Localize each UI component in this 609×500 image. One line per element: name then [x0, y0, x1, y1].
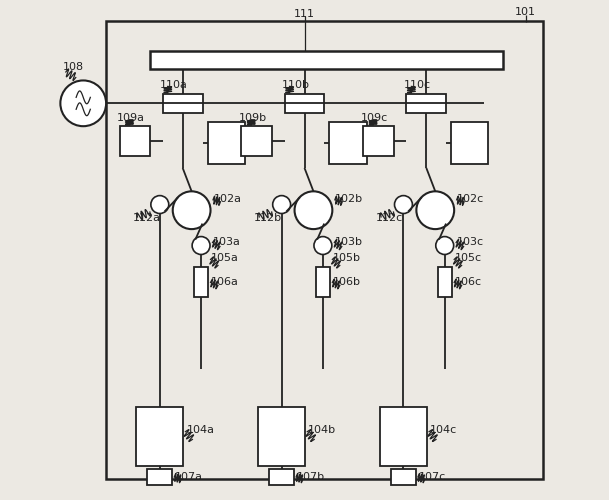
Circle shape — [417, 192, 454, 229]
Text: 101: 101 — [515, 8, 537, 18]
Bar — [105, 22, 543, 478]
Bar — [119, 126, 150, 156]
Text: 108: 108 — [62, 62, 83, 72]
Circle shape — [436, 236, 454, 254]
Text: 112b: 112b — [255, 214, 283, 224]
Bar — [363, 126, 394, 156]
Text: 102a: 102a — [214, 194, 242, 204]
Text: 106c: 106c — [455, 277, 482, 287]
Text: 110b: 110b — [282, 80, 310, 90]
Text: 107c: 107c — [419, 472, 446, 482]
Circle shape — [192, 236, 210, 254]
Bar — [284, 94, 325, 113]
Text: 107a: 107a — [175, 472, 203, 482]
Text: 105c: 105c — [455, 253, 482, 263]
Bar — [147, 469, 172, 484]
Text: 112c: 112c — [376, 214, 403, 224]
Text: 103a: 103a — [213, 236, 241, 246]
Bar — [150, 51, 504, 68]
Text: 109a: 109a — [117, 113, 145, 123]
Bar — [258, 406, 305, 467]
Text: 102c: 102c — [457, 194, 484, 204]
Circle shape — [60, 80, 106, 126]
Circle shape — [273, 196, 290, 214]
Text: 103c: 103c — [457, 236, 484, 246]
Bar — [329, 122, 367, 164]
Bar — [163, 94, 203, 113]
Bar — [241, 126, 272, 156]
Bar — [451, 122, 488, 164]
Text: 112a: 112a — [133, 214, 160, 224]
Bar — [194, 267, 208, 296]
Bar — [438, 267, 452, 296]
Text: 105a: 105a — [211, 253, 239, 263]
Text: 106b: 106b — [333, 277, 361, 287]
Text: 103b: 103b — [335, 236, 363, 246]
Text: 106a: 106a — [211, 277, 239, 287]
Circle shape — [151, 196, 169, 214]
Bar — [316, 267, 330, 296]
Text: 104a: 104a — [186, 426, 214, 436]
Circle shape — [295, 192, 333, 229]
Text: 111: 111 — [294, 9, 315, 19]
Text: 110a: 110a — [160, 80, 188, 90]
Circle shape — [173, 192, 211, 229]
Text: 104c: 104c — [430, 426, 457, 436]
Circle shape — [395, 196, 412, 214]
Bar — [136, 406, 183, 467]
Text: 109c: 109c — [361, 113, 388, 123]
Bar — [380, 406, 427, 467]
Circle shape — [314, 236, 332, 254]
Bar — [391, 469, 416, 484]
Text: 107b: 107b — [297, 472, 325, 482]
Text: 102b: 102b — [336, 194, 364, 204]
Text: 110c: 110c — [404, 80, 431, 90]
Text: 109b: 109b — [239, 113, 267, 123]
Text: 105b: 105b — [333, 253, 361, 263]
Bar — [406, 94, 446, 113]
Bar — [269, 469, 294, 484]
Bar — [208, 122, 245, 164]
Text: 104b: 104b — [308, 426, 336, 436]
